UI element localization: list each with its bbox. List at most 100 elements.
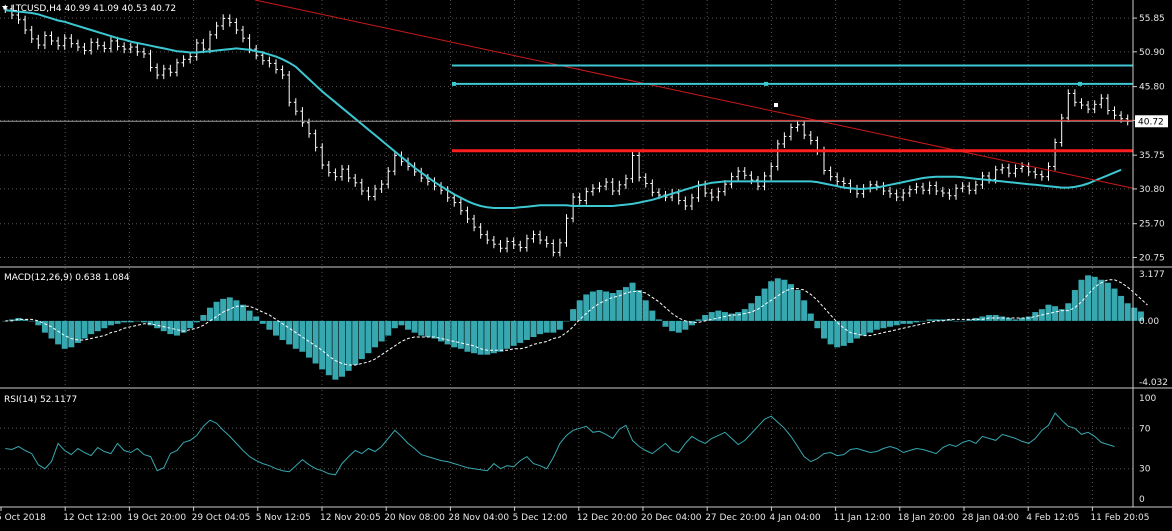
macd-bar <box>530 320 537 338</box>
macd-bar <box>220 298 227 321</box>
macd-bar <box>827 320 834 345</box>
macd-bar <box>107 320 114 326</box>
macd-bar <box>979 316 986 321</box>
macd-bar <box>345 320 352 371</box>
macd-bar <box>543 320 550 333</box>
macd-bar <box>992 315 999 321</box>
current-price-tag <box>1135 115 1168 128</box>
macd-bar <box>854 320 861 339</box>
macd-bar <box>160 320 167 332</box>
macd-bar <box>15 317 22 321</box>
macd-bar <box>444 320 451 345</box>
time-tick-label: 27 Dec 20:00 <box>705 513 766 523</box>
macd-bar <box>200 315 207 321</box>
line-anchor-handle[interactable] <box>452 81 456 86</box>
macd-bar <box>537 320 544 335</box>
macd-bar <box>867 320 874 333</box>
macd-bar <box>655 319 662 321</box>
macd-bar <box>972 317 979 321</box>
macd-bar <box>1005 317 1012 321</box>
macd-bar <box>880 320 887 329</box>
macd-bar <box>616 290 623 321</box>
macd-bar <box>8 319 15 321</box>
macd-bar <box>669 320 676 332</box>
macd-bar <box>920 320 927 322</box>
macd-tick-label: 0.00 <box>1139 317 1159 327</box>
macd-bar <box>213 301 220 321</box>
rsi-tick-label: 0 <box>1139 495 1145 505</box>
macd-bar <box>61 320 68 349</box>
time-tick-label: 4 Feb 12:05 <box>1026 513 1079 523</box>
rsi-line <box>5 412 1115 476</box>
macd-bar <box>728 313 735 321</box>
macd-bar <box>325 320 332 376</box>
macd-bar <box>774 278 781 321</box>
macd-bar <box>1078 279 1085 321</box>
macd-bar <box>609 292 616 321</box>
macd-bar <box>1052 306 1059 321</box>
macd-bar <box>596 290 603 321</box>
rsi-tick-label: 70 <box>1139 424 1151 434</box>
macd-bar <box>1071 290 1078 321</box>
macd-bar <box>279 320 286 340</box>
macd-bar <box>913 320 920 323</box>
macd-bar <box>735 312 742 321</box>
macd-bar <box>226 297 233 321</box>
macd-bar <box>358 320 365 360</box>
macd-bar <box>286 320 293 345</box>
macd-bar <box>801 300 808 321</box>
macd-bar <box>154 320 161 329</box>
macd-bar <box>814 320 821 329</box>
chart-title: LTCUSD,H4 40.99 41.09 40.53 40.72 <box>12 4 176 14</box>
macd-bar <box>893 320 900 326</box>
macd-bar <box>246 310 253 321</box>
macd-bar <box>438 320 445 342</box>
trend-anchor-handle[interactable] <box>774 103 778 108</box>
macd-bar <box>1118 295 1125 321</box>
time-tick-label: 19 Oct 20:00 <box>127 513 186 523</box>
macd-bar <box>424 320 431 338</box>
price-tick-label: 55.85 <box>1139 14 1165 24</box>
time-tick-label: 29 Oct 04:05 <box>192 513 251 523</box>
macd-bar <box>1085 275 1092 321</box>
trend-line[interactable] <box>254 0 1134 189</box>
time-tick-label: 4 Jan 04:00 <box>769 513 821 523</box>
macd-bar <box>1012 319 1019 321</box>
macd-bar <box>662 320 669 327</box>
macd-bar <box>1019 317 1026 321</box>
macd-bar <box>431 320 438 339</box>
macd-bar <box>464 320 471 352</box>
macd-bar <box>22 319 29 321</box>
macd-bar <box>953 320 960 322</box>
macd-bar <box>695 319 702 321</box>
macd-bar <box>834 320 841 348</box>
time-tick-label: 18 Jan 20:00 <box>898 513 955 523</box>
macd-bar <box>312 320 319 364</box>
macd-bar <box>391 320 398 329</box>
macd-bar <box>794 290 801 321</box>
macd-tick-label: 3.177 <box>1139 270 1165 280</box>
macd-bar <box>121 320 128 323</box>
line-anchor-handle[interactable] <box>764 81 768 86</box>
macd-bar <box>708 312 715 321</box>
macd-bar <box>748 303 755 321</box>
macd-bar <box>840 320 847 346</box>
macd-bar <box>74 320 81 343</box>
line-anchor-handle[interactable] <box>1078 81 1082 86</box>
price-tick-label: 30.80 <box>1139 185 1165 195</box>
macd-bar <box>820 320 827 339</box>
macd-bar <box>451 320 458 348</box>
macd-bar <box>1104 282 1111 321</box>
macd-bar <box>68 320 75 348</box>
macd-bar <box>959 320 966 322</box>
macd-bar <box>1025 316 1032 321</box>
price-tick-label: 25.70 <box>1139 220 1165 230</box>
macd-bar <box>88 320 95 335</box>
macd-bar <box>1124 303 1131 321</box>
macd-bar <box>306 320 313 358</box>
current-price-label: 40.72 <box>1138 117 1164 127</box>
time-tick-label: 11 Feb 20:05 <box>1090 513 1149 523</box>
macd-bar <box>504 320 511 349</box>
macd-bar <box>101 320 108 329</box>
dropdown-arrow-icon[interactable] <box>2 6 8 10</box>
